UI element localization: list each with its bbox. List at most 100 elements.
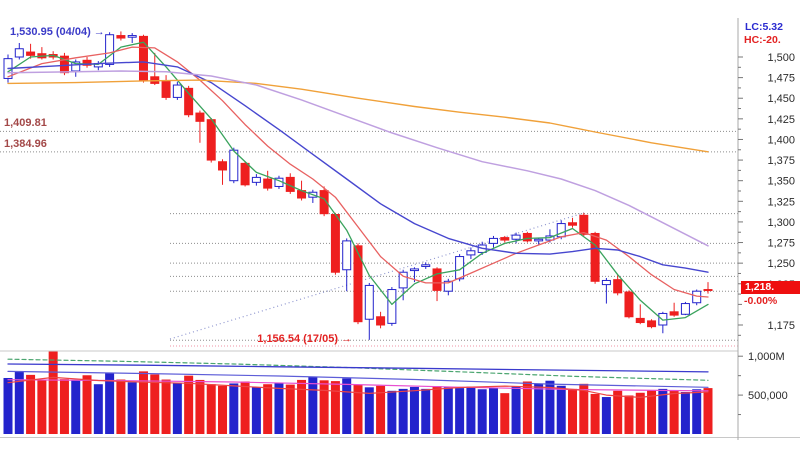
volume-bar (556, 385, 566, 434)
candle-body (195, 112, 205, 122)
candle-body (26, 51, 36, 56)
candle-body (218, 161, 228, 171)
candle-body (172, 84, 182, 98)
candle-body (82, 59, 92, 66)
volume-bar (184, 375, 194, 434)
candle-body (680, 303, 690, 315)
candle-body (624, 291, 634, 318)
price-axis-label: 1,475 (767, 73, 795, 85)
candle-body (14, 48, 24, 58)
resistance-level-label-1409: 1,409.81 (4, 117, 47, 129)
candle-body (105, 34, 115, 65)
price-axis-label: 1,425 (767, 114, 795, 126)
price-axis-label: 1,500 (767, 52, 795, 64)
volume-bar (127, 382, 137, 434)
volume-bar (330, 381, 340, 434)
volume-bar (466, 386, 476, 434)
volume-bar (150, 374, 160, 434)
candle-body (398, 271, 408, 289)
right-arrow-icon: → (93, 26, 105, 38)
price-axis-label: 1,300 (767, 217, 795, 229)
volume-bar (263, 384, 273, 434)
volume-axis-label: 1,000M (748, 351, 785, 363)
volume-bar (59, 379, 69, 434)
price-axis-label: 1,275 (767, 238, 795, 250)
candle-body (116, 35, 126, 39)
volume-bar (703, 388, 713, 434)
candle-body (568, 222, 578, 226)
volume-bar (48, 351, 58, 434)
price-axis-label: 1,450 (767, 93, 795, 105)
candle-body (263, 178, 273, 189)
trendline (169, 212, 585, 340)
candle-body (161, 80, 171, 98)
volume-bar (387, 390, 397, 434)
candle-body (590, 232, 600, 282)
candle-body (601, 279, 611, 286)
volume-bar (364, 387, 374, 434)
hc-indicator-label: HC:-20. (744, 34, 781, 46)
candle-body (669, 311, 679, 316)
volume-bar (601, 397, 611, 434)
volume-bar (105, 372, 115, 434)
price-axis-label: 1,325 (767, 196, 795, 208)
ma-longest-purple (7, 70, 709, 247)
candle-body (421, 264, 431, 267)
resistance-level-label-1384: 1,384.96 (4, 138, 47, 150)
volume-bar (624, 395, 634, 434)
high-annotation-text: 1,530.95 (04/04) (10, 26, 91, 38)
volume-axis-label: 500,000 (748, 390, 788, 402)
volume-bar (353, 384, 363, 434)
candle-body (466, 250, 476, 256)
price-axis-label: 1,175 (767, 320, 795, 332)
volume-bar (342, 378, 352, 434)
volume-bar (680, 391, 690, 434)
ma-slow-blue (7, 61, 709, 273)
candle-body (206, 119, 216, 161)
candle-body (500, 237, 510, 241)
volume-bar (14, 370, 24, 434)
candle-body (613, 279, 623, 294)
high-annotation: 1,530.95 (04/04) → (10, 26, 105, 38)
volume-bar (613, 390, 623, 434)
volume-bar (376, 385, 386, 434)
volume-bar (240, 381, 250, 434)
volume-bar (658, 388, 668, 434)
price-axis-label: 1,350 (767, 176, 795, 188)
candle-body (488, 237, 498, 244)
vol-ma-blue-upper (7, 363, 709, 373)
volume-bar (409, 386, 419, 434)
last-price-badge: 1,218. (741, 281, 800, 294)
candle-body (251, 176, 261, 183)
volume-bar (308, 376, 318, 434)
volume-bar (3, 377, 13, 434)
volume-bar (116, 379, 126, 434)
candle-body (647, 320, 657, 328)
lc-indicator-label: LC:5.32 (745, 21, 783, 33)
candle-body (71, 61, 81, 72)
candle-body (703, 289, 713, 292)
low-annotation: 1,156.54 (17/05) → (230, 333, 352, 345)
candle-body (409, 268, 419, 272)
volume-bar (93, 384, 103, 434)
vol-ma-blue-lower (7, 370, 709, 388)
volume-bar (206, 384, 216, 434)
candle-body (184, 87, 194, 116)
volume-bar (692, 389, 702, 434)
candle-body (432, 268, 442, 291)
volume-bar (579, 383, 589, 434)
right-arrow-icon: → (341, 333, 352, 345)
volume-bar (669, 390, 679, 434)
candle-body (376, 316, 386, 326)
candle-body (330, 214, 340, 273)
candle-body (138, 35, 148, 81)
candle-body (455, 256, 465, 280)
volume-bar (251, 387, 261, 434)
volume-bar (511, 386, 521, 434)
candle-body (353, 245, 363, 323)
candle-body (511, 234, 521, 240)
candle-body (579, 214, 589, 235)
volume-bar (488, 387, 498, 434)
